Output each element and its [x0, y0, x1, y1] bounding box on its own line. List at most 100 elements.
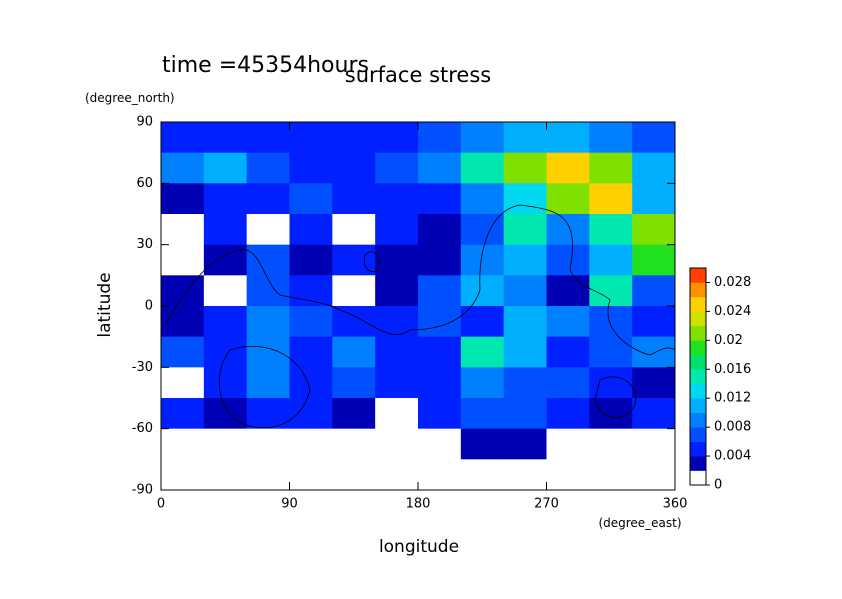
cell: [161, 367, 205, 399]
cell: [203, 428, 248, 460]
cell: [375, 459, 419, 491]
cell: [246, 398, 290, 430]
colorbar-tick-label: 0.004: [714, 449, 751, 464]
cell: [289, 122, 333, 154]
cell: [503, 275, 547, 307]
cell: [589, 244, 633, 276]
cell: [246, 183, 290, 215]
y-tick-label: 90: [136, 115, 153, 130]
colorbar-frame: [689, 267, 707, 486]
chart-subtitle: time =45354hours: [162, 53, 369, 78]
cell: [418, 183, 462, 215]
colorbar-band: [690, 398, 706, 413]
x-tick-label: 360: [663, 497, 688, 512]
cell: [332, 183, 376, 215]
cell: [375, 336, 419, 368]
cell: [460, 398, 505, 430]
cell: [632, 122, 676, 154]
cell: [289, 398, 333, 430]
cell: [375, 244, 419, 276]
x-tick-label: 270: [534, 497, 559, 512]
cell: [203, 152, 248, 184]
cell: [589, 275, 633, 307]
cell: [418, 214, 462, 246]
x-tick-label: 90: [281, 497, 298, 512]
colorbar-tick-label: 0.024: [714, 304, 751, 319]
cell: [289, 428, 333, 460]
cell: [161, 428, 205, 460]
cell: [161, 398, 205, 430]
cell: [546, 214, 590, 246]
cell: [632, 336, 676, 368]
colorbar-band: [690, 412, 706, 428]
cell: [503, 398, 547, 430]
cell: [589, 152, 633, 184]
cell: [289, 459, 333, 491]
cell: [332, 306, 376, 338]
cell: [203, 122, 248, 154]
cell: [203, 367, 248, 399]
x-axis-label: longitude: [379, 537, 459, 557]
cell: [203, 244, 248, 276]
colorbar-band: [690, 268, 706, 283]
cell: [546, 336, 590, 368]
cell: [546, 152, 590, 184]
cell: [203, 214, 248, 246]
cell: [375, 122, 419, 154]
cell: [503, 244, 547, 276]
cell: [418, 122, 462, 154]
cell: [546, 428, 590, 460]
cell: [375, 306, 419, 338]
cell: [503, 306, 547, 338]
cell: [546, 398, 590, 430]
cell: [503, 122, 547, 154]
cell: [546, 122, 590, 154]
cell: [289, 367, 333, 399]
cell: [460, 459, 505, 491]
y-units: (degree_north): [85, 91, 175, 105]
cell: [332, 398, 376, 430]
cell: [418, 244, 462, 276]
colorbar-band: [690, 296, 706, 312]
cell: [589, 214, 633, 246]
colorbar-tick-label: 0.028: [714, 275, 751, 290]
cell: [161, 122, 205, 154]
cell: [546, 306, 590, 338]
cell: [246, 122, 290, 154]
cell: [332, 459, 376, 491]
cell: [161, 275, 205, 307]
cell: [375, 367, 419, 399]
coastline: [594, 376, 637, 419]
cell: [632, 214, 676, 246]
cell: [632, 152, 676, 184]
cell: [589, 336, 633, 368]
cell: [203, 398, 248, 430]
cell: [332, 336, 376, 368]
cell: [375, 398, 419, 430]
cell: [161, 244, 205, 276]
cell: [589, 398, 633, 430]
cell: [418, 306, 462, 338]
colorbar-band: [690, 369, 706, 385]
cell: [460, 336, 505, 368]
coastlines: [164, 204, 676, 429]
cell: [460, 214, 505, 246]
cell: [503, 214, 547, 246]
cell: [418, 459, 462, 491]
colorbar-band: [690, 441, 706, 457]
cell: [632, 398, 676, 430]
cell: [546, 183, 590, 215]
colorbar-tick-label: 0.012: [714, 391, 751, 406]
cell: [589, 367, 633, 399]
cell: [546, 275, 590, 307]
cell: [546, 244, 590, 276]
coastline: [218, 346, 311, 429]
cell: [161, 459, 205, 491]
cell: [632, 459, 676, 491]
cell: [546, 367, 590, 399]
cell: [289, 183, 333, 215]
cell: [332, 152, 376, 184]
cell: [460, 306, 505, 338]
colorbar-tick-label: 0: [714, 478, 722, 493]
cell: [246, 152, 290, 184]
